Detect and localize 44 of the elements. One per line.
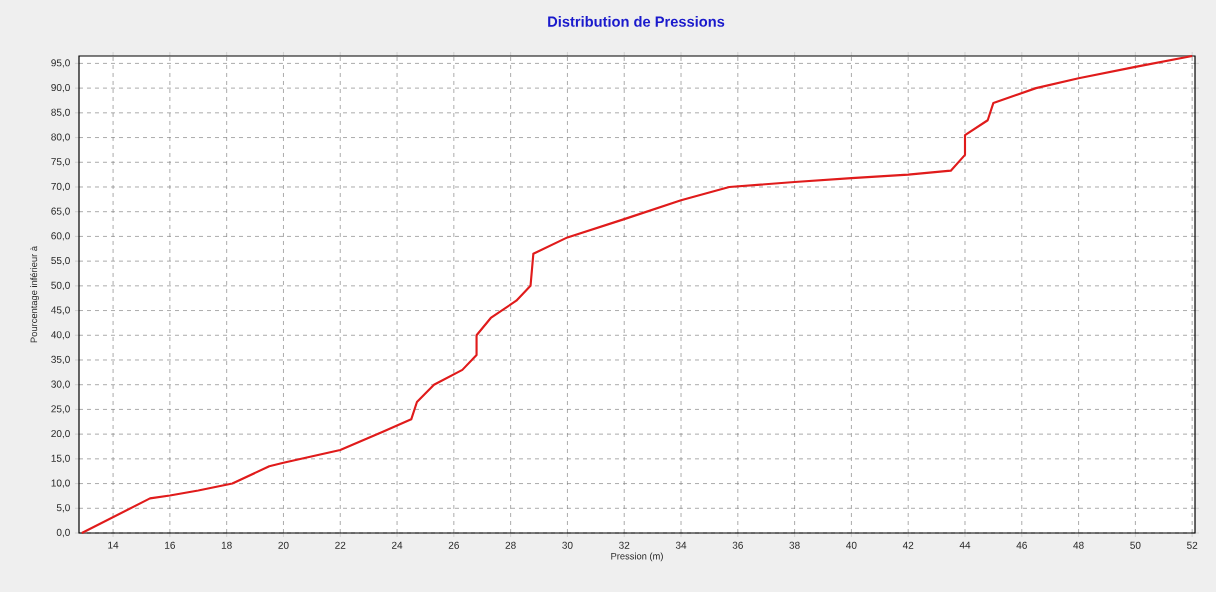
- y-tick-label: 45,0: [51, 306, 70, 315]
- x-tick-label: 28: [505, 541, 516, 549]
- y-tick-label: 5,0: [56, 504, 70, 513]
- x-tick-label: 44: [959, 541, 971, 549]
- y-tick-label: 55,0: [51, 257, 70, 266]
- line-series: [80, 54, 1194, 535]
- y-axis-title: Pourcentage inférieur à: [30, 246, 40, 343]
- y-tick-label: 90,0: [51, 83, 70, 93]
- x-tick-label: 42: [902, 541, 914, 549]
- x-tick-label: 18: [221, 541, 232, 549]
- y-tick-label: 15,0: [51, 454, 70, 463]
- y-tick-label: 85,0: [51, 108, 70, 117]
- y-tick-label: 70,0: [51, 182, 70, 192]
- y-tick-label: 65,0: [51, 207, 70, 216]
- y-tick-label: 50,0: [51, 281, 70, 290]
- x-tick-label: 46: [1016, 541, 1027, 549]
- y-tick-label: 0,0: [56, 528, 70, 538]
- x-tick-label: 38: [789, 541, 800, 549]
- y-tick-label: 60,0: [51, 232, 70, 241]
- y-tick-label: 25,0: [51, 405, 70, 414]
- y-tick-label: 10,0: [51, 479, 70, 488]
- x-tick-label: 50: [1130, 541, 1141, 549]
- y-tick-label: 40,0: [51, 331, 70, 340]
- x-tick-label: 36: [732, 541, 743, 549]
- x-tick-label: 26: [448, 541, 459, 549]
- x-tick-label: 30: [562, 541, 573, 549]
- chart-title: Distribution de Pressions: [548, 16, 725, 27]
- x-tick-label: 52: [1187, 541, 1198, 549]
- x-tick-label: 16: [165, 541, 175, 549]
- x-tick-label: 24: [391, 541, 403, 549]
- x-tick-label: 40: [846, 541, 857, 549]
- x-tick-label: 48: [1073, 541, 1084, 549]
- x-tick-label: 20: [278, 541, 289, 549]
- x-tick-label: 32: [619, 541, 630, 549]
- y-tick-label: 75,0: [51, 158, 70, 167]
- x-tick-label: 14: [108, 541, 119, 549]
- y-tick-label: 80,0: [51, 133, 70, 142]
- y-tick-label: 20,0: [51, 430, 70, 439]
- x-tick-label: 34: [675, 541, 687, 549]
- y-tick-label: 30,0: [51, 380, 70, 389]
- y-tick-label: 35,0: [51, 355, 70, 365]
- x-tick-label: 22: [335, 541, 346, 549]
- y-tick-label: 95,0: [51, 59, 70, 68]
- x-axis-title: Pression (m): [611, 552, 663, 562]
